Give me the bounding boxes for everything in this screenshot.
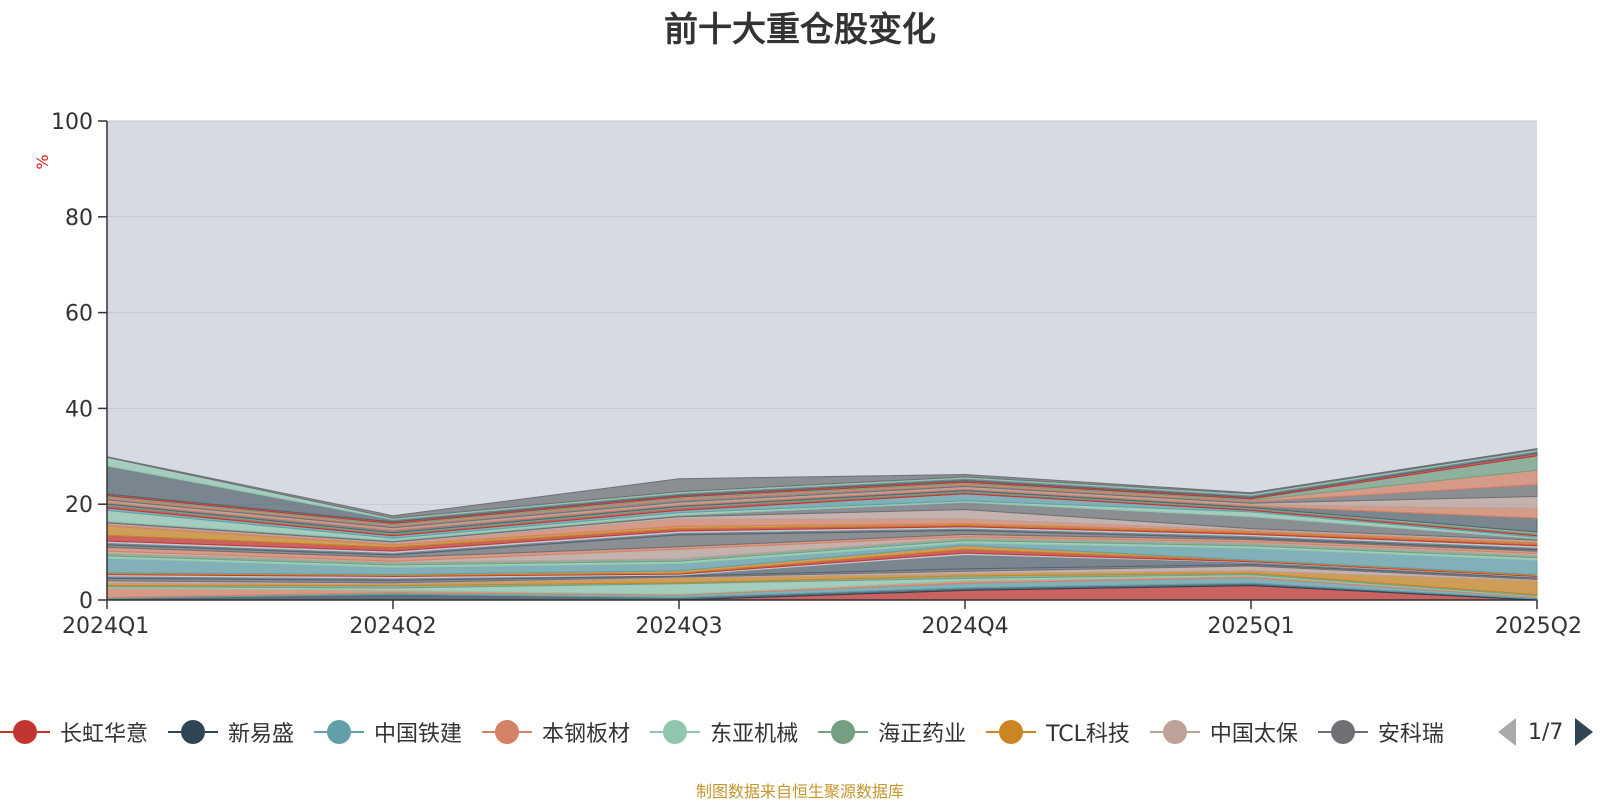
y-tick-label: 100	[51, 110, 93, 135]
legend-items: 长虹华意 新易盛 中国铁建 本钢板材 东亚机械 海正药业 TCL科技 中国太保 安科瑞	[0, 712, 1482, 752]
y-tick-label: 0	[79, 589, 93, 614]
stacked-area-chart: 0 20 40 60 80 100 2024Q1 2024Q2 2024Q3 2024Q4 2025…	[33, 110, 1582, 639]
legend: 长虹华意 新易盛 中国铁建 本钢板材 东亚机械 海正药业 TCL科技 中国太保 安科瑞 1/7	[0, 712, 1600, 752]
legend-marker-icon	[0, 720, 50, 744]
legend-page-indicator: 1/7	[1528, 719, 1564, 745]
legend-label: 安科瑞	[1377, 722, 1444, 747]
legend-marker-icon	[1149, 720, 1200, 744]
legend-item-本钢板材[interactable]: 本钢板材	[482, 712, 630, 752]
chart-title: 前十大重仓股变化	[664, 10, 936, 50]
legend-label: 新易盛	[228, 722, 295, 747]
y-tick-label: 60	[65, 302, 93, 327]
legend-item-新易盛[interactable]: 新易盛	[168, 712, 294, 752]
axes: 0 20 40 60 80 100 2024Q1 2024Q2 2024Q3 2024Q4 2025…	[51, 110, 1582, 639]
x-tick-label: 2024Q2	[349, 614, 436, 639]
y-tick-label: 40	[65, 397, 93, 422]
x-tick-label: 2024Q3	[635, 614, 722, 639]
area-layer-40[interactable]	[106, 448, 1538, 519]
legend-marker-icon	[1317, 720, 1368, 744]
legend-item-中国铁建[interactable]: 中国铁建	[314, 712, 462, 752]
x-tick-label: 2024Q4	[921, 614, 1008, 639]
legend-prev-page-icon[interactable]	[1498, 718, 1516, 746]
y-tick-label: 20	[65, 493, 93, 518]
y-tick-label: 80	[65, 206, 93, 231]
legend-marker-icon	[818, 720, 869, 744]
legend-item-长虹华意[interactable]: 长虹华意	[0, 712, 148, 752]
legend-marker-icon	[314, 720, 365, 744]
legend-label: 中国铁建	[374, 722, 463, 747]
legend-marker-icon	[986, 720, 1037, 744]
x-tick-label: 2025Q2	[1495, 614, 1582, 639]
legend-marker-icon	[482, 720, 533, 744]
legend-next-page-icon[interactable]	[1575, 718, 1594, 746]
legend-item-中国太保[interactable]: 中国太保	[1149, 712, 1298, 752]
legend-label: 中国太保	[1209, 722, 1298, 747]
y-axis-unit-label: %	[33, 154, 52, 169]
legend-pager: 1/7	[1498, 712, 1598, 752]
legend-marker-icon	[168, 720, 219, 744]
legend-label: 本钢板材	[542, 722, 631, 747]
x-tick-label: 2025Q1	[1207, 614, 1294, 639]
source-note: 制图数据来自恒生聚源数据库	[695, 782, 904, 801]
legend-label: 东亚机械	[710, 722, 799, 747]
legend-item-东亚机械[interactable]: 东亚机械	[650, 712, 798, 752]
x-tick-label: 2024Q1	[62, 614, 149, 639]
legend-item-安科瑞[interactable]: 安科瑞	[1317, 712, 1444, 752]
legend-label: TCL科技	[1046, 722, 1130, 747]
legend-label: 长虹华意	[60, 722, 149, 747]
legend-item-TCL科技[interactable]: TCL科技	[986, 712, 1130, 752]
legend-marker-icon	[650, 720, 701, 744]
legend-label: 海正药业	[878, 722, 967, 747]
legend-item-海正药业[interactable]: 海正药业	[818, 712, 966, 752]
